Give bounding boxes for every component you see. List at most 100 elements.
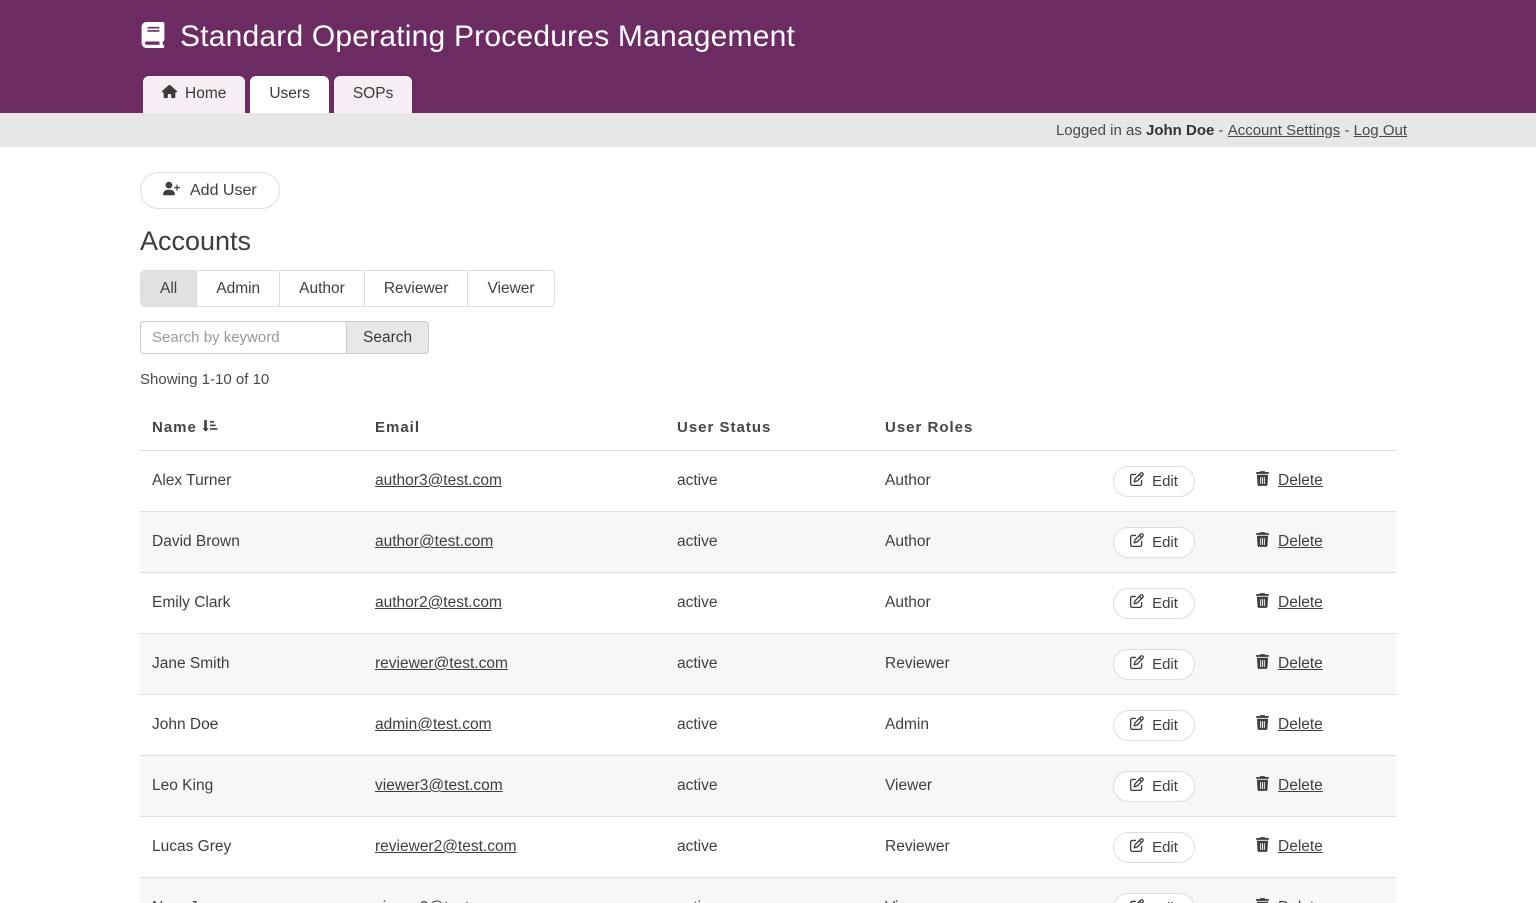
- search-button[interactable]: Search: [346, 321, 430, 354]
- table-row: Alex Turner author3@test.com active Auth…: [140, 451, 1396, 512]
- book-icon: [140, 22, 166, 52]
- edit-button[interactable]: Edit: [1113, 770, 1195, 802]
- accounts-table: Name Email User Status User Roles Alex T…: [140, 405, 1396, 903]
- edit-button[interactable]: Edit: [1113, 465, 1195, 497]
- edit-button[interactable]: Edit: [1113, 648, 1195, 680]
- edit-icon: [1130, 533, 1144, 551]
- trash-icon: [1256, 715, 1269, 735]
- user-name: Emily Clark: [152, 594, 231, 611]
- user-roles: Reviewer: [885, 838, 950, 855]
- tab-sops-label: SOPs: [352, 85, 394, 102]
- filter-admin[interactable]: Admin: [197, 271, 281, 306]
- home-icon: [162, 84, 177, 104]
- user-plus-icon: [163, 181, 180, 201]
- user-email-link[interactable]: author@test.com: [375, 533, 494, 550]
- edit-button[interactable]: Edit: [1113, 831, 1195, 863]
- edit-label: Edit: [1152, 472, 1178, 490]
- edit-button[interactable]: Edit: [1113, 526, 1195, 558]
- main-content: Add User Accounts All Admin Author Revie…: [0, 147, 1536, 903]
- filter-reviewer[interactable]: Reviewer: [364, 271, 469, 306]
- tab-users[interactable]: Users: [250, 76, 329, 113]
- column-header-roles: User Roles: [885, 419, 974, 436]
- brand: Standard Operating Procedures Management: [140, 0, 1407, 54]
- filter-all[interactable]: All: [141, 271, 198, 306]
- edit-button[interactable]: Edit: [1113, 892, 1195, 903]
- user-status: active: [677, 655, 718, 672]
- edit-icon: [1130, 655, 1144, 673]
- logged-in-username: John Doe: [1146, 121, 1215, 139]
- logout-link[interactable]: Log Out: [1353, 121, 1407, 139]
- user-status: active: [677, 594, 718, 611]
- delete-link[interactable]: Delete: [1278, 594, 1323, 611]
- user-email-link[interactable]: author2@test.com: [375, 594, 502, 611]
- user-name: Lucas Grey: [152, 838, 232, 855]
- table-row: David Brown author@test.com active Autho…: [140, 512, 1396, 573]
- separator: -: [1214, 121, 1228, 139]
- user-name: Nora Jones: [140, 899, 363, 903]
- tab-users-label: Users: [269, 85, 310, 102]
- search-input[interactable]: [140, 321, 346, 354]
- delete-link[interactable]: Delete: [1278, 777, 1323, 794]
- trash-icon: [1256, 898, 1269, 903]
- user-email-link[interactable]: admin@test.com: [375, 716, 492, 733]
- trash-icon: [1256, 837, 1269, 857]
- trash-icon: [1256, 532, 1269, 552]
- tab-home[interactable]: Home: [143, 76, 246, 113]
- table-row: Jane Smith reviewer@test.com active Revi…: [140, 634, 1396, 695]
- filter-viewer[interactable]: Viewer: [468, 271, 554, 306]
- delete-link[interactable]: Delete: [1278, 716, 1323, 733]
- edit-label: Edit: [1152, 716, 1178, 734]
- edit-label: Edit: [1152, 838, 1178, 856]
- delete-link[interactable]: Delete: [1278, 899, 1323, 903]
- user-roles: Reviewer: [885, 655, 950, 672]
- user-email-link[interactable]: author3@test.com: [375, 472, 502, 489]
- page-title: Standard Operating Procedures Management: [180, 20, 796, 53]
- user-status: active: [665, 899, 873, 903]
- user-roles: Author: [885, 472, 931, 489]
- user-email-link[interactable]: reviewer2@test.com: [375, 838, 517, 855]
- edit-label: Edit: [1152, 533, 1178, 551]
- column-header-email: Email: [375, 419, 421, 436]
- trash-icon: [1256, 654, 1269, 674]
- filter-author[interactable]: Author: [280, 271, 365, 306]
- user-name: John Doe: [152, 716, 219, 733]
- delete-link[interactable]: Delete: [1278, 533, 1323, 550]
- trash-icon: [1256, 593, 1269, 613]
- app-header: Standard Operating Procedures Management…: [0, 0, 1536, 113]
- account-settings-link[interactable]: Account Settings: [1227, 121, 1341, 139]
- results-summary: Showing 1-10 of 10: [140, 371, 270, 388]
- main-nav: Home Users SOPs: [143, 76, 413, 113]
- delete-link[interactable]: Delete: [1278, 472, 1323, 489]
- user-name: David Brown: [152, 533, 240, 550]
- user-email-link[interactable]: viewer2@test.com: [375, 899, 503, 903]
- edit-icon: [1130, 899, 1144, 903]
- edit-button[interactable]: Edit: [1113, 587, 1195, 619]
- delete-link[interactable]: Delete: [1278, 838, 1323, 855]
- role-filter-group: All Admin Author Reviewer Viewer: [140, 270, 555, 307]
- edit-button[interactable]: Edit: [1113, 709, 1195, 741]
- user-email-link[interactable]: reviewer@test.com: [375, 655, 508, 672]
- user-status: active: [677, 533, 718, 550]
- user-name: Jane Smith: [152, 655, 230, 672]
- tab-sops[interactable]: SOPs: [333, 76, 413, 113]
- user-name: Leo King: [152, 777, 214, 794]
- user-email-link[interactable]: viewer3@test.com: [375, 777, 503, 794]
- edit-label: Edit: [1152, 777, 1178, 795]
- add-user-button[interactable]: Add User: [140, 172, 280, 209]
- edit-icon: [1130, 716, 1144, 734]
- trash-icon: [1256, 776, 1269, 796]
- edit-icon: [1130, 777, 1144, 795]
- edit-icon: [1130, 472, 1144, 490]
- column-header-name[interactable]: Name: [140, 418, 363, 438]
- edit-label: Edit: [1152, 900, 1178, 903]
- edit-icon: [1130, 838, 1144, 856]
- accounts-heading: Accounts: [140, 226, 252, 256]
- table-body: Alex Turner author3@test.com active Auth…: [140, 451, 1396, 903]
- sort-icon[interactable]: [202, 418, 218, 438]
- edit-label: Edit: [1152, 594, 1178, 612]
- logged-in-prefix: Logged in as: [1055, 121, 1147, 139]
- user-roles: Author: [885, 533, 931, 550]
- delete-link[interactable]: Delete: [1278, 655, 1323, 672]
- user-roles: Admin: [885, 716, 929, 733]
- user-roles: Viewer: [873, 899, 1068, 903]
